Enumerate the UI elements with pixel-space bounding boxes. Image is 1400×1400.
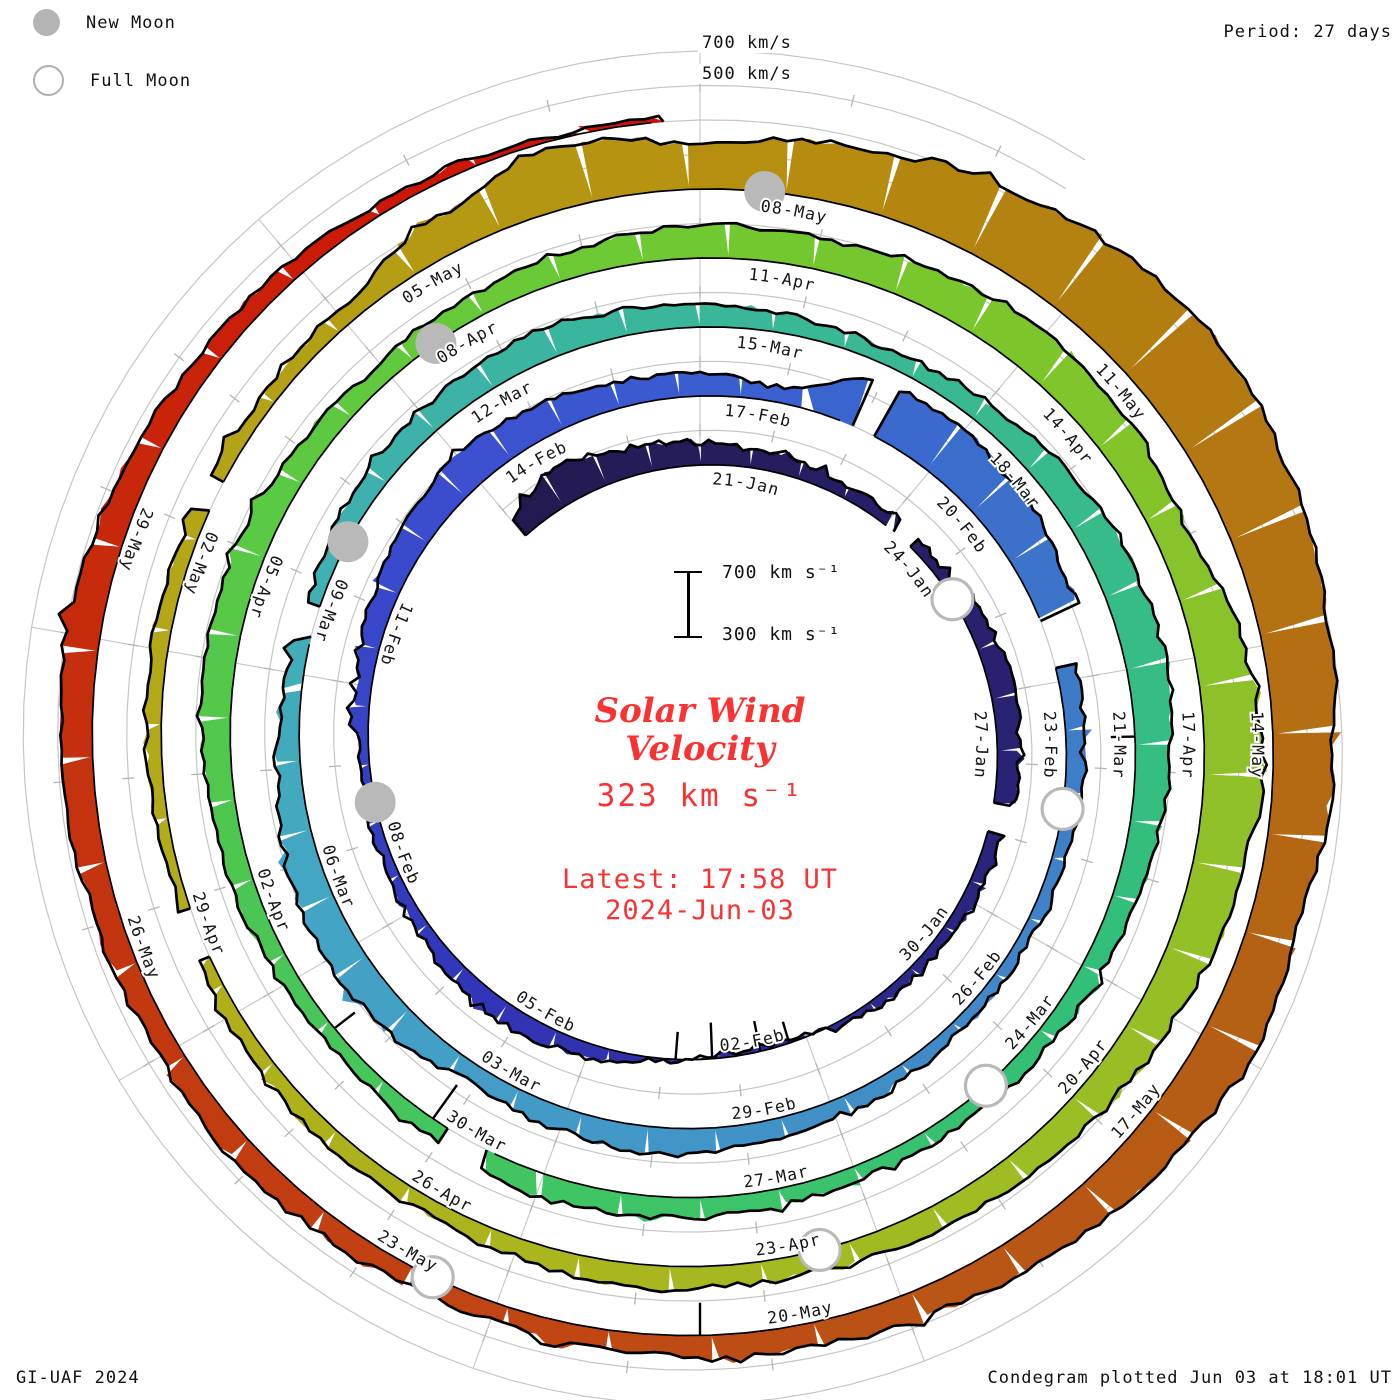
new-moon-label: New Moon (86, 12, 176, 33)
period-label: Period: 27 days (1223, 22, 1392, 42)
velocity-cap-outline (57, 114, 1339, 1364)
legend-full-moon: Full Moon (33, 65, 191, 96)
date-label: 17-Apr (1178, 711, 1198, 780)
credit-label: GI-UAF 2024 (16, 1368, 140, 1388)
new-moon-icon (33, 9, 60, 36)
latest-date-label: 2024-Jun-03 (605, 895, 795, 926)
chart-title-line2: Velocity (625, 729, 775, 769)
full-moon-marker (930, 577, 975, 622)
new-moon-marker (354, 781, 396, 823)
full-moon-marker (963, 1063, 1009, 1108)
new-moon-marker (327, 521, 369, 563)
date-label: 23-Feb (1040, 710, 1061, 779)
axis-label-700: 700 km/s (698, 33, 796, 53)
new-moon-marker (744, 170, 786, 212)
date-label: 21-Mar (1109, 711, 1129, 780)
date-label: 11-Apr (748, 265, 818, 295)
axis-label-500: 500 km/s (698, 64, 796, 84)
chart-title-line1: Solar Wind (594, 691, 806, 731)
plotted-timestamp-label: Condegram plotted Jun 03 at 18:01 UT (987, 1368, 1392, 1388)
date-label: 15-Mar (736, 333, 806, 363)
date-label: 29-Apr (189, 890, 229, 959)
date-label: 08-May (760, 196, 830, 226)
moon-markers (327, 170, 1085, 1300)
legend-new-moon: New Moon (33, 9, 176, 36)
current-velocity-value: 323 km s⁻¹ (596, 778, 804, 814)
new-moon-marker (415, 322, 457, 364)
full-moon-icon (33, 65, 64, 96)
latest-time-label: Latest: 17:58 UT (561, 864, 839, 895)
scale-bar-top-label: 700 km s⁻¹ (720, 562, 843, 583)
full-moon-marker (1040, 786, 1085, 832)
date-label: 21-Jan (712, 469, 782, 499)
dropout-spikes (333, 735, 1135, 1336)
full-moon-label: Full Moon (90, 70, 192, 91)
center-annotations: Solar Wind Velocity 323 km s⁻¹ Latest: 1… (420, 692, 980, 926)
scale-bar-top-cap (674, 571, 702, 573)
full-moon-marker (797, 1227, 842, 1273)
scale-bar-line (687, 573, 690, 637)
date-label: 02-Feb (719, 1025, 787, 1055)
scale-bar-bottom-cap (674, 636, 702, 638)
full-moon-marker (410, 1255, 455, 1300)
scale-bar-bottom-label: 300 km s⁻¹ (720, 624, 843, 645)
date-label: 17-Feb (724, 401, 794, 431)
